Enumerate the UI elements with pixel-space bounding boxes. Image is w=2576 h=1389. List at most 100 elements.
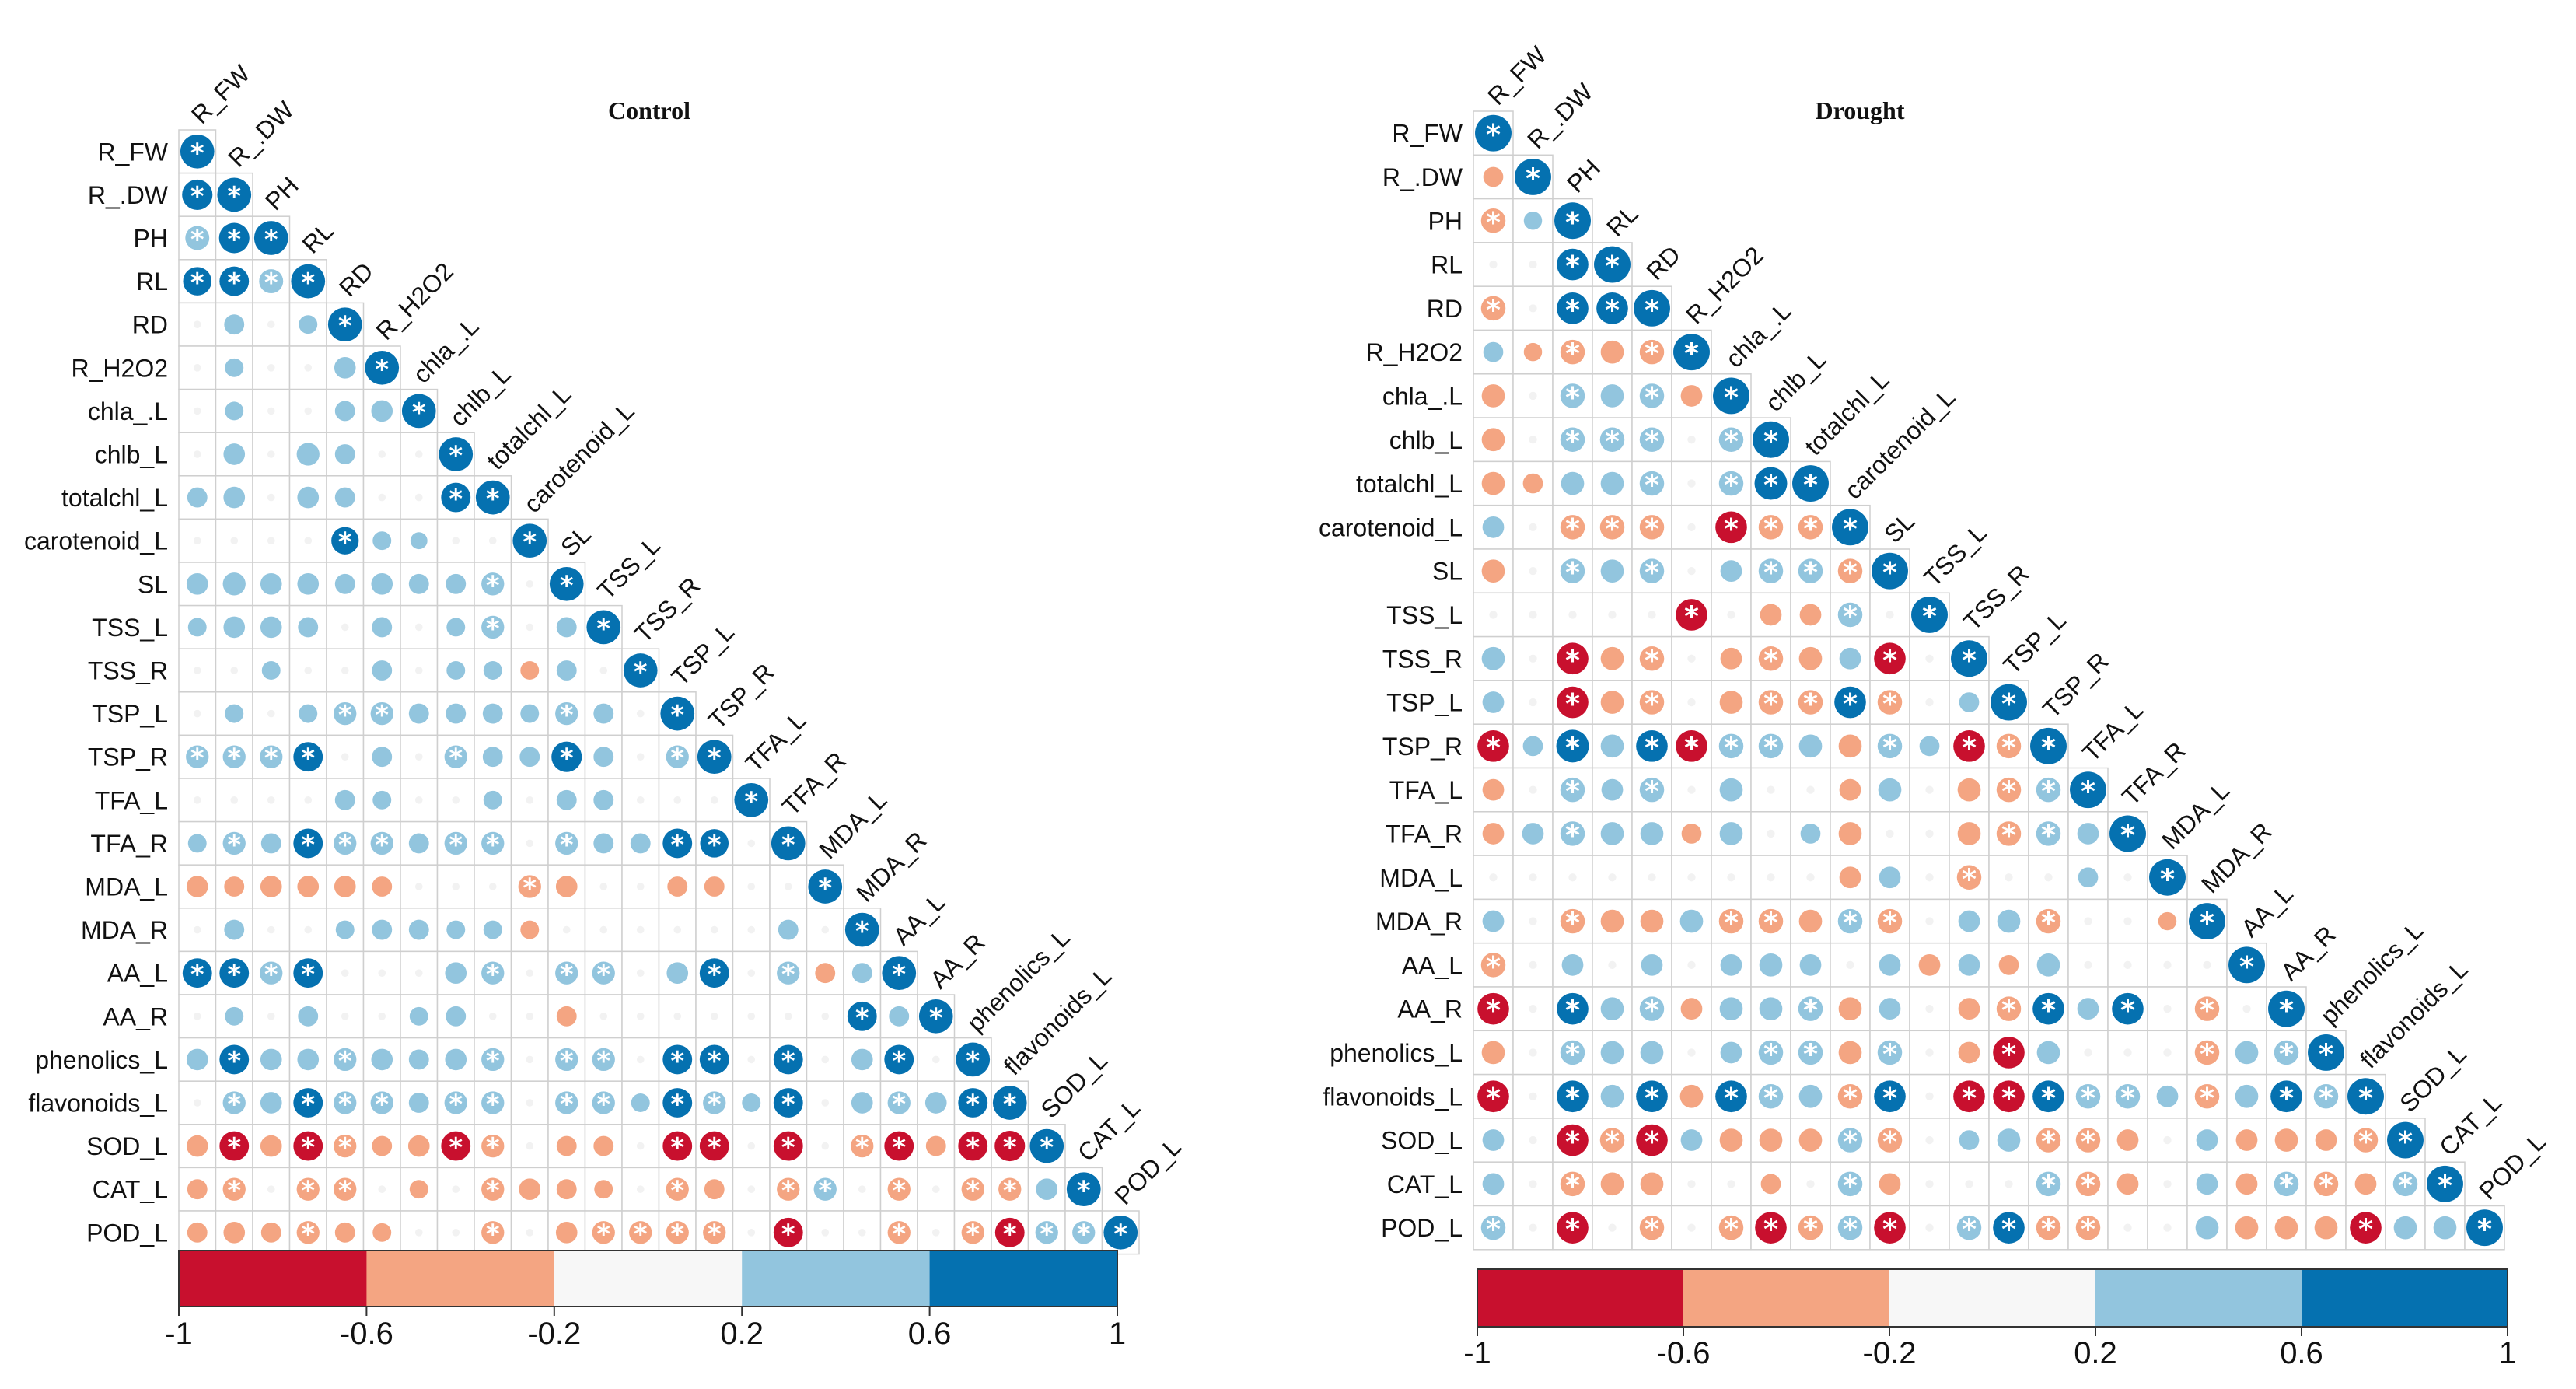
correlation-circle <box>2393 1216 2417 1240</box>
significance-star: * <box>338 311 352 341</box>
correlation-circle <box>1029 1128 1064 1163</box>
correlation-circle <box>1798 1128 1823 1152</box>
significance-star: * <box>1882 1212 1897 1246</box>
correlation-circle <box>260 1135 282 1157</box>
correlation-circle <box>1600 909 1624 933</box>
correlation-circle <box>1687 436 1696 444</box>
correlation-circle <box>370 831 393 855</box>
significance-star: * <box>1605 293 1620 327</box>
significance-star: * <box>2041 1081 2056 1114</box>
row-label: chla_.L <box>1382 382 1463 410</box>
correlation-circle <box>1799 604 1822 626</box>
correlation-circle <box>555 1091 578 1114</box>
significance-star: * <box>1803 512 1818 545</box>
correlation-circle <box>193 667 201 674</box>
correlation-circle <box>1529 960 1537 970</box>
correlation-circle <box>858 1228 866 1237</box>
significance-star: * <box>1605 425 1620 458</box>
significance-star: * <box>1962 862 1977 896</box>
correlation-circle <box>747 1142 756 1150</box>
correlation-circle <box>1608 611 1617 619</box>
row-label: flavonoids_L <box>28 1090 168 1118</box>
correlation-circle <box>304 407 313 415</box>
correlation-circle <box>526 796 534 804</box>
correlation-circle <box>2163 1004 2172 1013</box>
correlation-circle <box>821 1228 830 1237</box>
correlation-circle <box>1475 114 1512 152</box>
correlation-circle <box>1557 642 1589 675</box>
column-label: SOD_L <box>2394 1040 2472 1118</box>
correlation-circle <box>341 623 349 632</box>
correlation-circle <box>481 1048 505 1072</box>
correlation-circle <box>1834 686 1866 719</box>
correlation-circle <box>1798 1040 1823 1065</box>
correlation-circle <box>2387 1121 2424 1159</box>
correlation-circle <box>452 1185 460 1194</box>
correlation-circle <box>304 925 313 934</box>
correlation-circle <box>593 1135 614 1156</box>
significance-star: * <box>2041 1125 2056 1159</box>
significance-star: * <box>486 1090 500 1120</box>
correlation-circle <box>599 1012 608 1020</box>
correlation-circle <box>407 1135 430 1157</box>
significance-star: * <box>1763 468 1778 502</box>
correlation-circle <box>636 1142 645 1150</box>
correlation-circle <box>1481 1041 1505 1065</box>
correlation-circle <box>1639 1215 1665 1240</box>
correlation-circle <box>261 661 281 680</box>
correlation-circle <box>2163 1048 2172 1057</box>
significance-star: * <box>1605 250 1620 283</box>
correlation-circle <box>629 1221 652 1244</box>
correlation-circle <box>697 740 732 775</box>
correlation-circle <box>219 1044 250 1075</box>
row-label: AA_L <box>1402 951 1463 979</box>
correlation-circle <box>1648 873 1656 882</box>
correlation-circle <box>446 573 467 594</box>
correlation-circle <box>2036 821 2061 846</box>
correlation-circle <box>1925 654 1934 663</box>
significance-star: * <box>1040 1219 1054 1249</box>
correlation-circle <box>187 1179 208 1200</box>
correlation-circle <box>1481 559 1505 583</box>
correlation-circle <box>481 572 505 596</box>
correlation-circle <box>1636 730 1668 762</box>
correlation-circle <box>592 1091 615 1114</box>
legend-swatch <box>929 1251 1118 1307</box>
significance-star: * <box>744 786 758 817</box>
correlation-circle <box>887 1177 911 1201</box>
correlation-circle <box>299 704 318 723</box>
correlation-circle <box>593 833 614 854</box>
correlation-circle <box>1529 1048 1537 1057</box>
correlation-circle <box>1482 516 1505 538</box>
row-label: R_H2O2 <box>1366 338 1463 366</box>
significance-star: * <box>2081 1212 2095 1246</box>
significance-star: * <box>264 960 278 990</box>
correlation-circle <box>1998 955 2019 975</box>
significance-star: * <box>1486 994 1501 1027</box>
correlation-circle <box>298 1006 319 1027</box>
significance-star: * <box>1486 731 1501 764</box>
column-label: TFA_R <box>777 747 851 821</box>
significance-star: * <box>1843 556 1858 590</box>
significance-star: * <box>1486 1212 1501 1246</box>
correlation-circle <box>931 1055 940 1064</box>
significance-star: * <box>1003 1219 1017 1249</box>
correlation-circle <box>2005 873 2013 882</box>
correlation-circle <box>1608 1223 1617 1232</box>
correlation-circle <box>1687 1223 1696 1232</box>
correlation-circle <box>1480 1215 1506 1240</box>
significance-star: * <box>2358 1212 2373 1246</box>
correlation-circle <box>887 1091 911 1114</box>
correlation-circle <box>183 267 212 296</box>
significance-star: * <box>338 527 352 558</box>
correlation-circle <box>1993 1080 2025 1113</box>
correlation-circle <box>958 1131 988 1161</box>
row-label: R_FW <box>1392 120 1463 148</box>
correlation-circle <box>1872 552 1908 590</box>
row-label: POD_L <box>1381 1214 1463 1242</box>
significance-star: * <box>338 1090 352 1120</box>
correlation-circle <box>884 1044 914 1075</box>
correlation-circle <box>1523 342 1543 362</box>
correlation-circle <box>1639 690 1665 715</box>
correlation-circle <box>408 703 429 724</box>
